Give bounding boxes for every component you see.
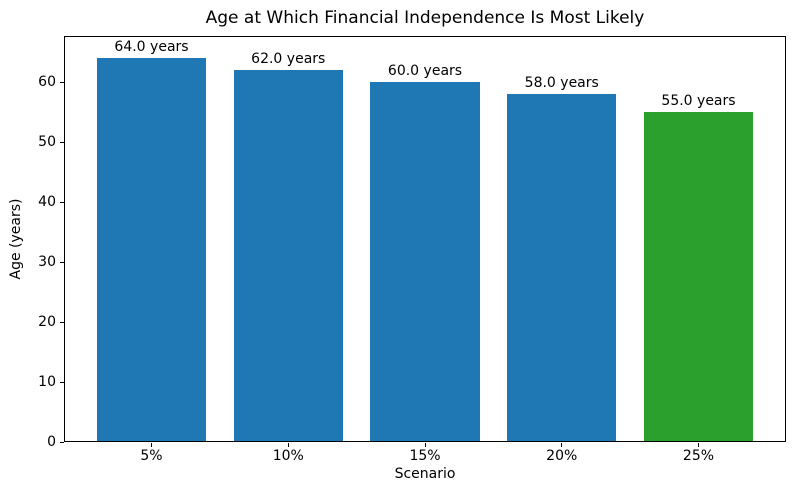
x-tick-mark [287, 443, 289, 447]
bar-value-label: 62.0 years [251, 51, 326, 68]
x-tick-mark [697, 443, 699, 447]
y-tick-label: 10 [38, 374, 56, 391]
x-tick-mark [151, 443, 152, 447]
bar-25% [643, 112, 754, 441]
x-tick-label: 5% [140, 448, 163, 464]
bar-value-label: 58.0 years [524, 75, 599, 92]
bar-10% [233, 70, 343, 441]
x-tick-mark [424, 443, 426, 447]
y-tick-mark [60, 441, 64, 443]
y-tick-label: 0 [47, 434, 56, 450]
x-tick-label: 10% [272, 448, 304, 464]
bar-value-label: 60.0 years [387, 63, 463, 80]
y-tick-label: 50 [38, 134, 56, 151]
y-tick-mark [60, 201, 64, 203]
x-tick-label: 20% [546, 448, 578, 464]
y-tick-mark [60, 81, 64, 83]
y-tick-mark [60, 381, 64, 383]
x-axis-label: Scenario [394, 466, 456, 482]
bar-value-label: 55.0 years [661, 93, 736, 110]
y-tick-label: 40 [38, 194, 56, 211]
y-tick-label: 20 [38, 314, 56, 331]
y-tick-label: 30 [38, 254, 56, 271]
y-tick-label: 60 [38, 74, 56, 91]
chart-title: Age at Which Financial Independence Is M… [205, 8, 645, 28]
y-tick-mark [60, 321, 64, 323]
bar-5% [96, 58, 207, 441]
x-tick-label: 25% [682, 448, 715, 464]
bar-value-label: 64.0 years [114, 39, 189, 56]
x-tick-label: 15% [409, 448, 441, 464]
bar-20% [507, 94, 617, 441]
y-tick-mark [60, 141, 64, 143]
x-tick-mark [561, 443, 563, 447]
bar-15% [370, 82, 480, 441]
y-tick-mark [60, 261, 64, 263]
